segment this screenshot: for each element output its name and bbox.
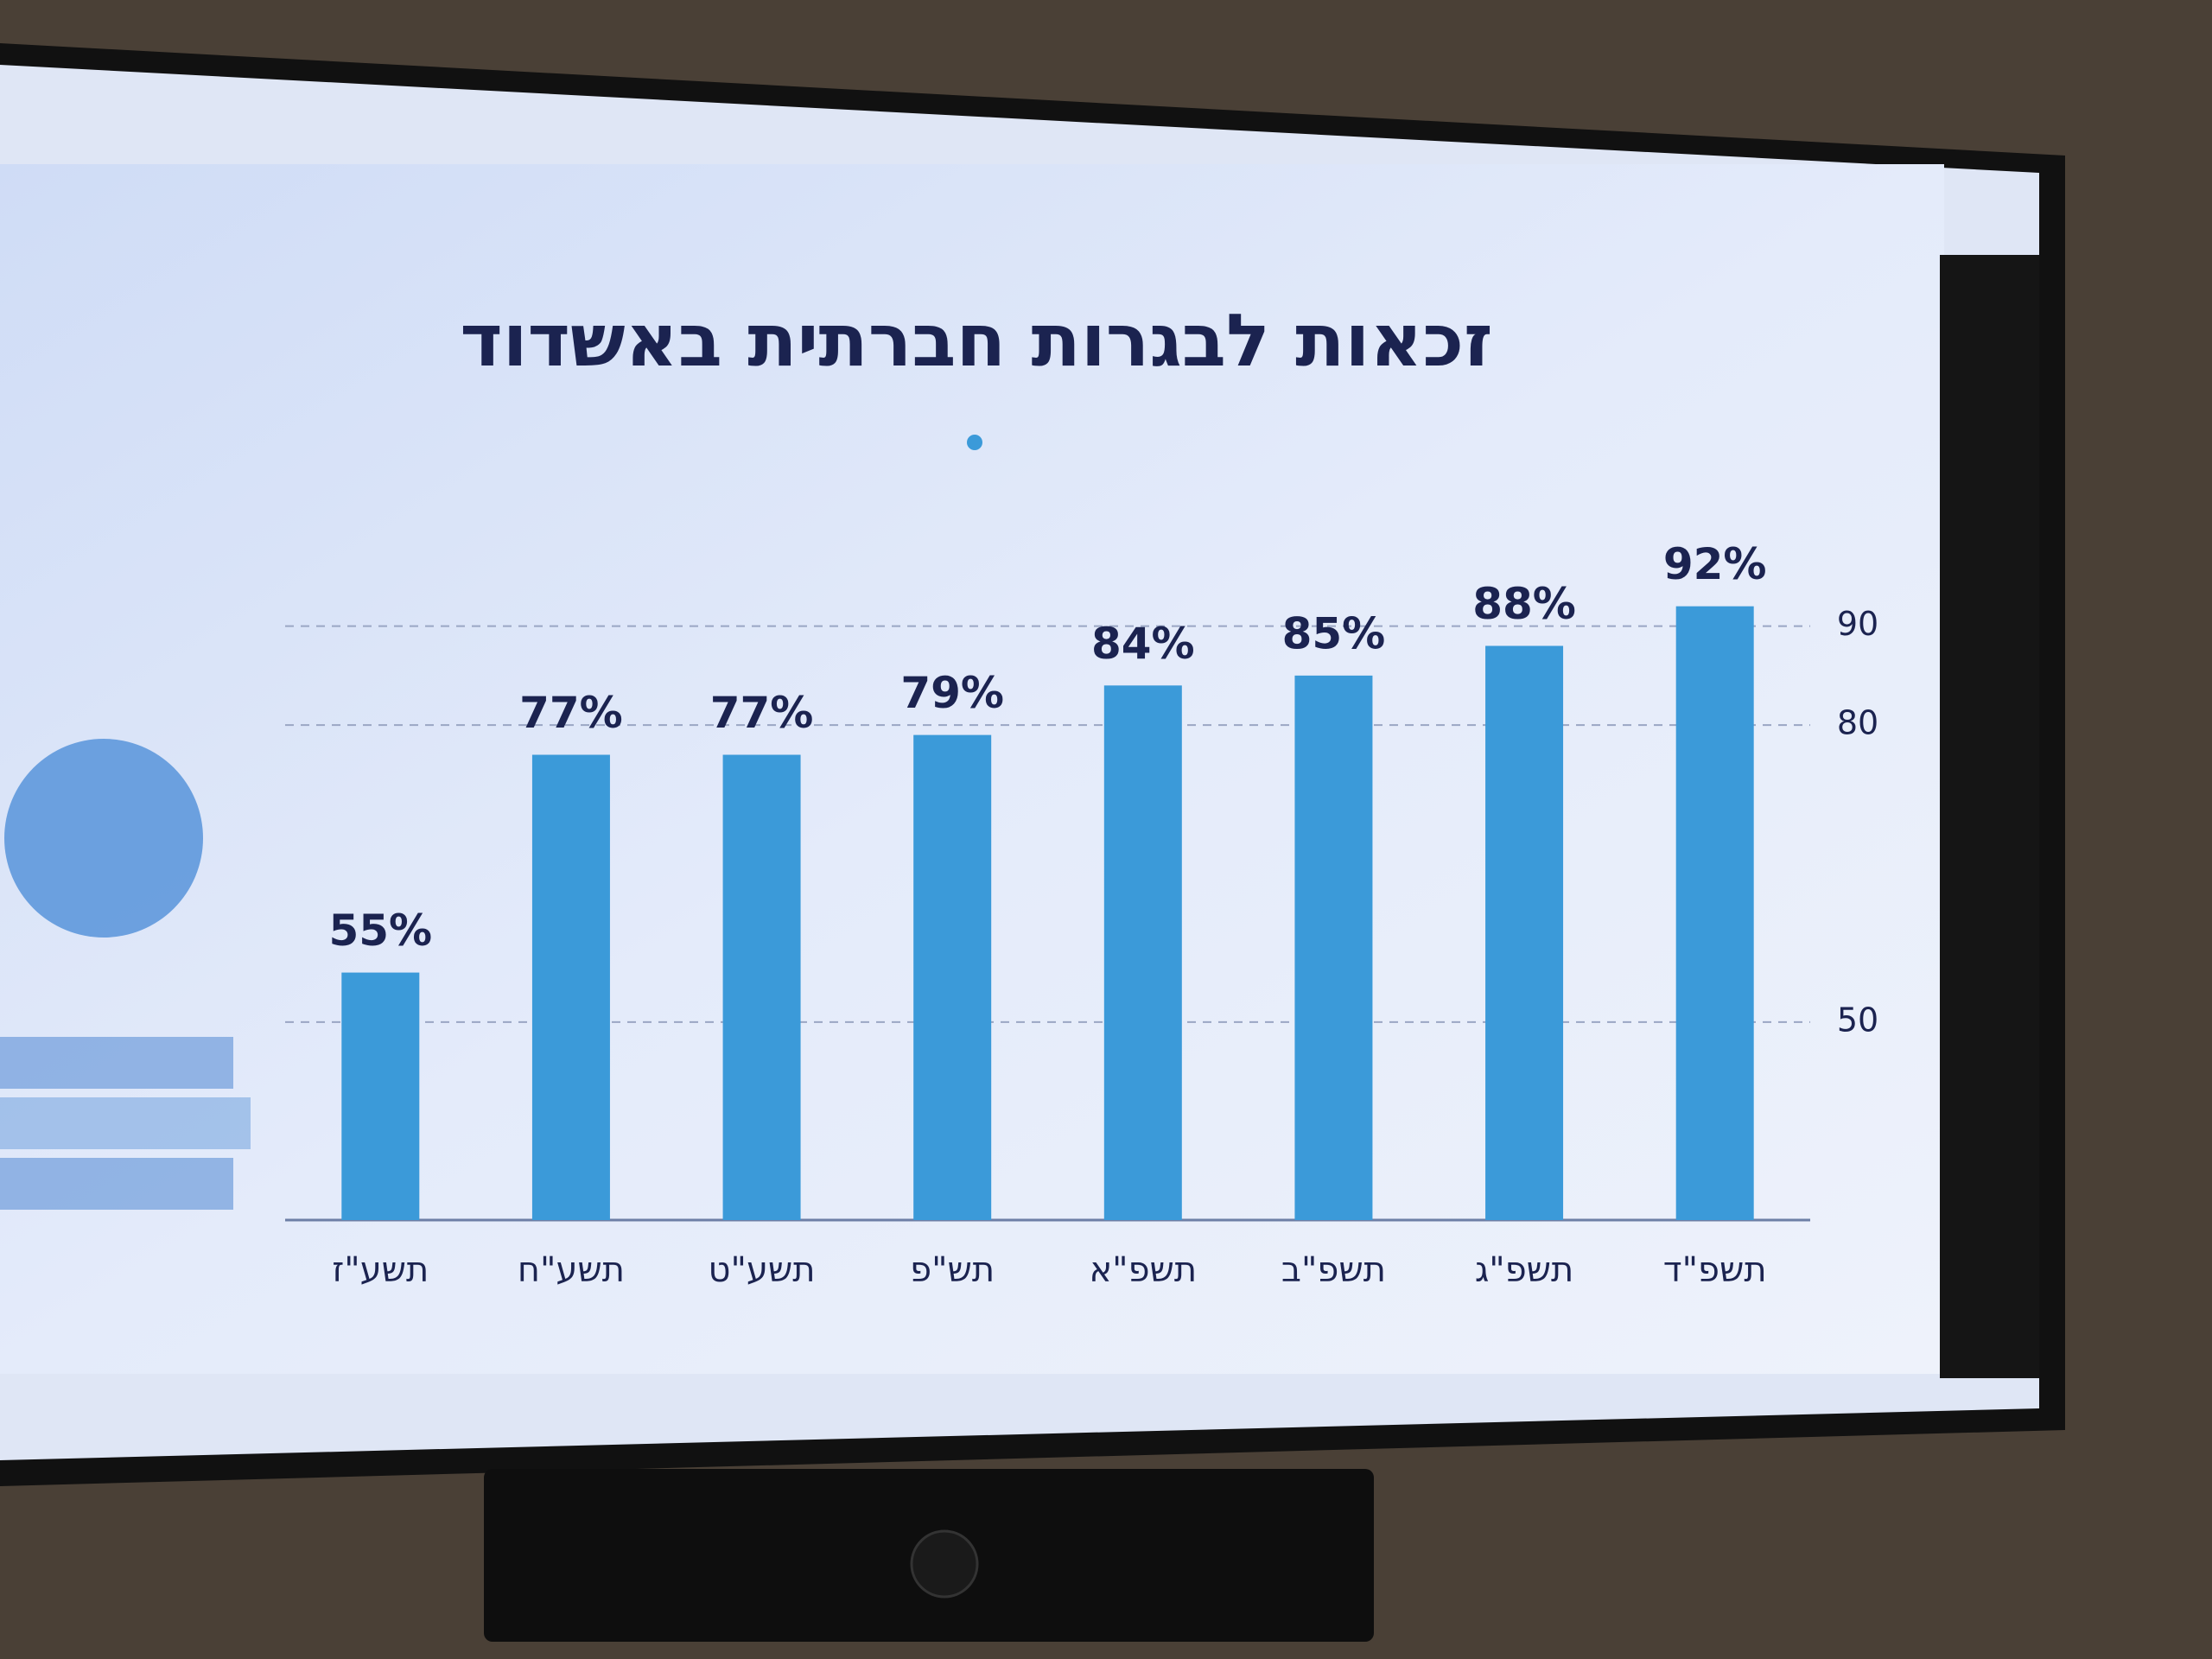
bar <box>1675 606 1754 1220</box>
x-tick-label: תשפ"א <box>1089 1250 1197 1290</box>
bar <box>1485 645 1564 1220</box>
bar <box>341 972 420 1220</box>
value-label: 85% <box>1282 608 1386 658</box>
x-tick-label: תש"פ <box>910 1250 995 1290</box>
books-illustration <box>0 1097 251 1149</box>
y-tick-label: 80 <box>1837 704 1878 742</box>
bar <box>1103 685 1182 1220</box>
x-tick-label: תשפ"ד <box>1663 1250 1767 1290</box>
title-decoration-dot <box>967 435 982 450</box>
value-label: 79% <box>900 668 1004 718</box>
chart-title: זכאות לבגרות חברתית באשדוד <box>460 298 1492 383</box>
x-tick-label: תשע"ט <box>709 1250 816 1290</box>
bar <box>531 754 610 1220</box>
books-illustration <box>0 1037 233 1089</box>
y-tick-label: 90 <box>1837 605 1878 643</box>
globe-illustration <box>4 739 203 938</box>
bar <box>1294 675 1373 1220</box>
bar <box>913 734 992 1220</box>
x-tick-label: תשפ"ב <box>1281 1250 1386 1290</box>
y-tick-label: 50 <box>1837 1001 1878 1039</box>
x-tick-label: תשע"ז <box>332 1250 429 1290</box>
value-label: 55% <box>328 906 432 956</box>
camera <box>910 1529 979 1599</box>
bar <box>722 754 801 1220</box>
value-label: 77% <box>710 688 814 738</box>
x-tick-label: תשפ"ג <box>1475 1250 1574 1290</box>
value-label: 88% <box>1472 579 1576 629</box>
x-tick-label: תשע"ח <box>518 1250 625 1290</box>
value-label: 77% <box>519 688 623 738</box>
side-panel <box>1940 255 2039 1378</box>
value-label: 92% <box>1663 539 1767 589</box>
plot: 50 80 90 תשע"ז 55% תשע"ח 77% תשע"ט 77% תש"פ 79% תשפ… <box>285 539 1878 1290</box>
value-label: 84% <box>1091 619 1195 669</box>
books-illustration <box>0 1158 233 1210</box>
